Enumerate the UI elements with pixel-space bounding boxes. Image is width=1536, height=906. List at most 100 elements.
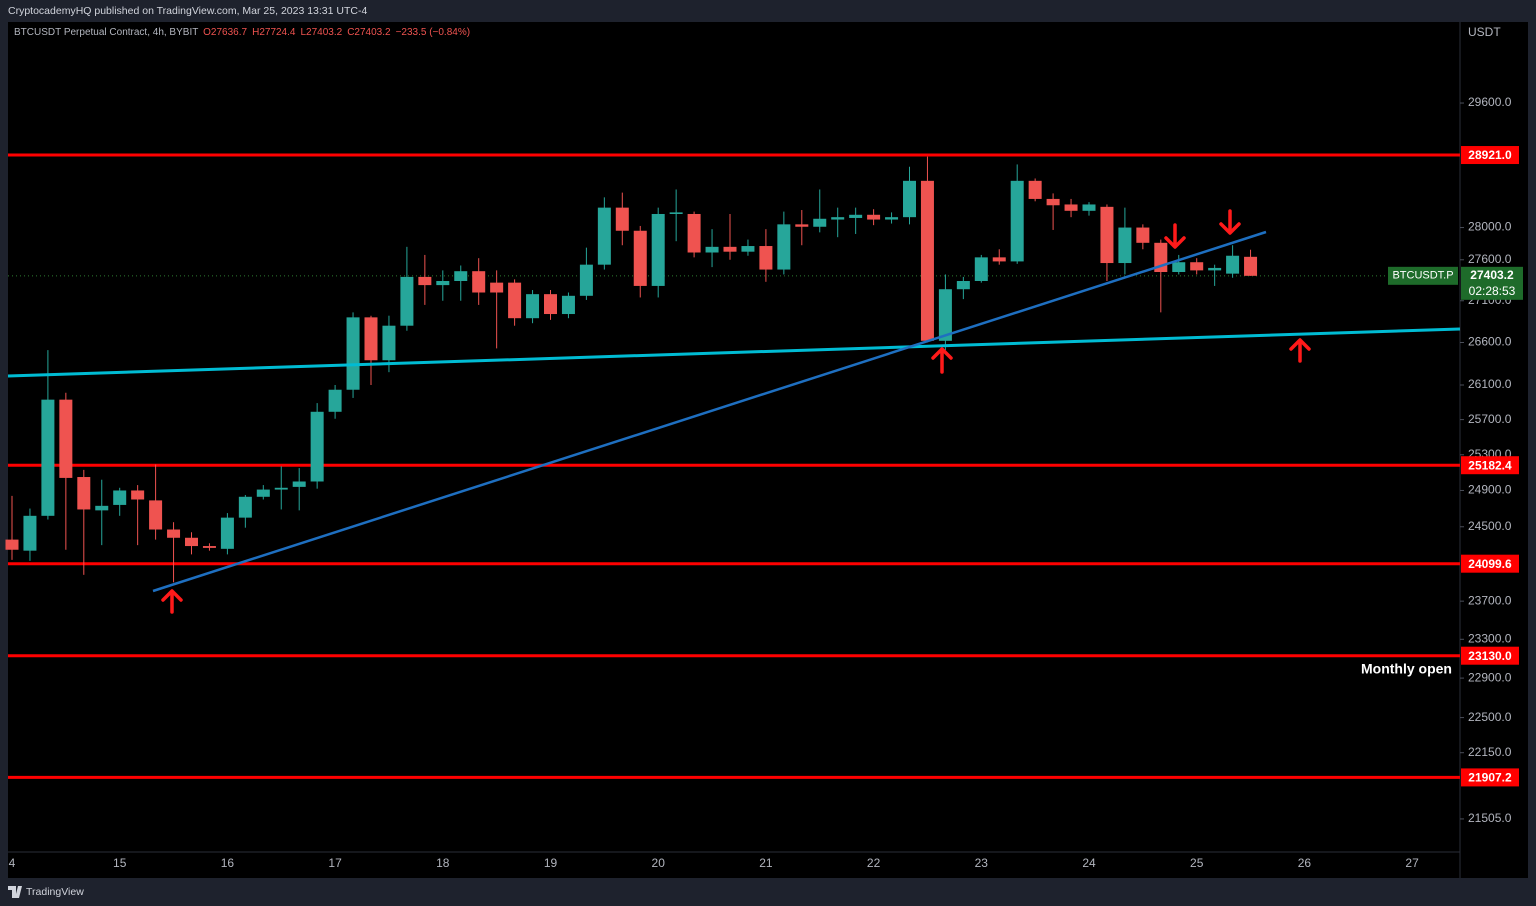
candle-body bbox=[579, 264, 593, 296]
level-label-box bbox=[1461, 554, 1519, 573]
level-label: 21907.2 bbox=[1468, 771, 1512, 785]
ohlc-value: C27403.2 bbox=[347, 27, 391, 38]
candle-body bbox=[651, 213, 665, 286]
candle-body bbox=[1064, 204, 1078, 211]
candle-body bbox=[1082, 204, 1096, 211]
candle-body bbox=[956, 281, 970, 290]
candle-body bbox=[23, 515, 37, 551]
candle-body bbox=[1100, 206, 1114, 264]
x-tick-label: 21 bbox=[759, 856, 773, 870]
x-tick-label: 22 bbox=[867, 856, 881, 870]
support-trendline bbox=[7, 327, 1461, 378]
labels-layer: 28921.0 25182.4 24099.6 23130.0 21907.2 27403… bbox=[1388, 146, 1523, 787]
level-label-box bbox=[1461, 646, 1519, 665]
candle-body bbox=[1010, 180, 1024, 262]
candle-body bbox=[185, 537, 198, 547]
candle-body bbox=[615, 207, 629, 231]
level-label-box bbox=[1461, 146, 1519, 165]
y-tick-label: 26600.0 bbox=[1468, 335, 1512, 349]
marks-layer: 29600.028000.027600.027100.026600.026100… bbox=[5, 95, 1512, 870]
candle-body bbox=[597, 207, 611, 265]
x-tick-label: 24 bbox=[1082, 856, 1096, 870]
y-tick-label: 24500.0 bbox=[1468, 519, 1512, 533]
candle-body bbox=[436, 281, 450, 286]
footer-logo bbox=[8, 886, 22, 898]
candle-body bbox=[238, 496, 252, 518]
candle-body bbox=[149, 500, 163, 530]
candle-body bbox=[561, 295, 575, 315]
ohlc-value: O27636.7 bbox=[203, 27, 247, 38]
up-arrow bbox=[931, 347, 953, 374]
x-tick-label: 27 bbox=[1405, 856, 1419, 870]
x-tick-label: 4 bbox=[9, 856, 16, 870]
symbol-box bbox=[1388, 266, 1458, 285]
y-axis-title: USDT bbox=[1468, 25, 1501, 39]
y-tick-label: 22500.0 bbox=[1468, 710, 1512, 724]
level-label: 24099.6 bbox=[1468, 557, 1512, 571]
candle-body bbox=[256, 489, 270, 497]
x-tick-label: 18 bbox=[436, 856, 450, 870]
candle-body bbox=[472, 271, 486, 293]
candle-body bbox=[795, 224, 809, 227]
x-tick-label: 19 bbox=[544, 856, 558, 870]
level-label-box bbox=[1461, 768, 1519, 787]
candle-body bbox=[77, 477, 91, 510]
footer: TradingView bbox=[8, 886, 84, 898]
candle-body bbox=[59, 399, 73, 478]
candle-body bbox=[310, 411, 324, 482]
candle-body bbox=[202, 546, 216, 548]
candle-body bbox=[418, 276, 432, 286]
symbol-name: BTCUSDT Perpetual Contract, 4h, BYBIT bbox=[14, 27, 198, 38]
y-tick-label: 26100.0 bbox=[1468, 377, 1512, 391]
level-label-box bbox=[1461, 456, 1519, 475]
candle-body bbox=[292, 481, 306, 487]
candle-body bbox=[5, 539, 19, 550]
ohlc-value: H27724.4 bbox=[252, 27, 296, 38]
candle-body bbox=[95, 505, 109, 511]
y-tick-label: 23300.0 bbox=[1468, 631, 1512, 645]
candle-body bbox=[508, 282, 522, 319]
candle-body bbox=[1226, 255, 1240, 274]
candle-body bbox=[633, 230, 647, 286]
x-tick-label: 25 bbox=[1190, 856, 1204, 870]
level-label: 25182.4 bbox=[1468, 458, 1512, 472]
x-tick-label: 15 bbox=[113, 856, 127, 870]
symbol-label: BTCUSDT.P bbox=[1392, 270, 1453, 282]
chart-background bbox=[8, 22, 1528, 878]
x-tick-label: 16 bbox=[221, 856, 235, 870]
y-tick-label: 21505.0 bbox=[1468, 811, 1512, 825]
candle-body bbox=[992, 257, 1006, 262]
x-tick-label: 17 bbox=[328, 856, 342, 870]
candle-body bbox=[669, 212, 683, 214]
y-tick-label: 22150.0 bbox=[1468, 745, 1512, 759]
candle-body bbox=[903, 180, 916, 218]
candle-body bbox=[920, 180, 934, 341]
up-arrow bbox=[1289, 338, 1311, 363]
down-arrow bbox=[1219, 209, 1241, 235]
candle-body bbox=[131, 490, 145, 500]
candle-body bbox=[1208, 267, 1222, 271]
candle-body bbox=[328, 389, 342, 412]
x-tick-label: 26 bbox=[1298, 856, 1312, 870]
candle-body bbox=[1046, 198, 1060, 206]
candle-body bbox=[705, 246, 719, 253]
level-label: 23130.0 bbox=[1468, 649, 1512, 663]
candle-body bbox=[687, 213, 701, 253]
publisher-header: CryptocademyHQ published on TradingView.… bbox=[8, 5, 367, 17]
down-arrow bbox=[1164, 223, 1186, 249]
symbol-legend: BTCUSDT Perpetual Contract, 4h, BYBIT O27… bbox=[14, 27, 470, 38]
candle-body bbox=[777, 224, 791, 270]
y-tick-label: 24900.0 bbox=[1468, 483, 1512, 497]
candle-body bbox=[974, 257, 988, 282]
y-tick-label: 25700.0 bbox=[1468, 412, 1512, 426]
last-price-box bbox=[1461, 266, 1523, 300]
candle-body bbox=[364, 317, 378, 361]
candle-body bbox=[885, 217, 899, 220]
candle-body bbox=[938, 289, 952, 341]
level-label: 28921.0 bbox=[1468, 148, 1512, 162]
y-tick-label: 22900.0 bbox=[1468, 670, 1512, 684]
countdown-label: 02:28:53 bbox=[1469, 284, 1516, 298]
candle-body bbox=[831, 217, 845, 220]
